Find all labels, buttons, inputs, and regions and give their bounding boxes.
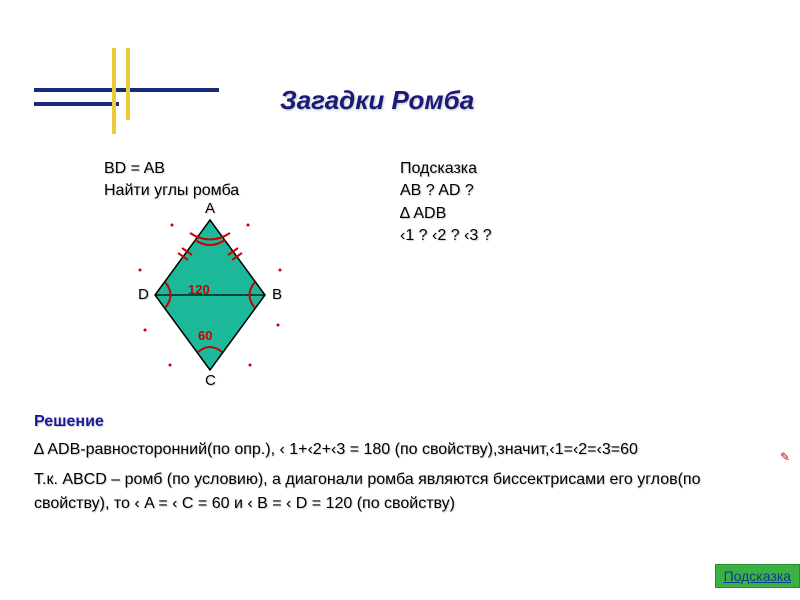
angle-60: 60	[198, 328, 212, 343]
solution-header: Решение	[34, 410, 760, 434]
vertex-b-label: B	[272, 286, 282, 303]
solution-p1: ∆ ADB-равносторонний(по опр.), ‹ 1+‹2+‹3…	[34, 438, 760, 462]
hint-line-2: AB ? AD ?	[400, 180, 492, 202]
vertex-d-label: D	[138, 286, 149, 303]
hint-block: Подсказка AB ? AD ? ∆ ADB ‹1 ? ‹2 ? ‹3 ?	[400, 158, 492, 248]
given-line-1: BD = AB	[104, 158, 239, 180]
corner-decoration	[34, 48, 234, 148]
stray-mark-icon: ✎	[780, 450, 790, 464]
rhombus-diagram: A B C D 120 60	[110, 200, 310, 390]
hint-line-1: Подсказка	[400, 158, 492, 180]
page-title: Загадки Ромба	[280, 85, 474, 116]
angle-120: 120	[188, 282, 210, 297]
hint-line-4: ‹1 ? ‹2 ? ‹3 ?	[400, 225, 492, 247]
hint-button[interactable]: Подсказка	[715, 564, 800, 588]
hint-line-3: ∆ ADB	[400, 203, 492, 225]
vertex-a-label: A	[205, 200, 215, 217]
solution-block: Решение ∆ ADB-равносторонний(по опр.), ‹…	[34, 410, 760, 522]
vertex-c-label: C	[205, 372, 216, 389]
given-block: BD = AB Найти углы ромба	[104, 158, 239, 203]
solution-p2: Т.к. ABCD – ромб (по условию), а диагона…	[34, 468, 760, 516]
